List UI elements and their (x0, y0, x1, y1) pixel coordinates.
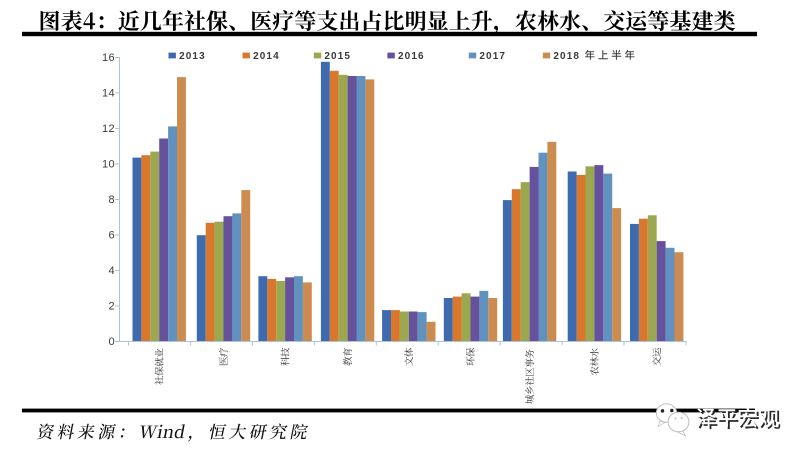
svg-text:6: 6 (108, 230, 115, 242)
svg-text:12: 12 (102, 123, 115, 135)
svg-text:2016: 2016 (398, 51, 425, 62)
svg-text:4: 4 (108, 265, 115, 277)
svg-text:16: 16 (102, 52, 115, 64)
svg-text:2014: 2014 (253, 51, 280, 62)
svg-text:2018: 2018 (553, 51, 580, 62)
svg-text:2: 2 (108, 301, 115, 313)
svg-text:2013: 2013 (179, 51, 206, 62)
svg-text:0: 0 (108, 336, 115, 348)
svg-text:10: 10 (102, 159, 115, 171)
svg-text:2017: 2017 (479, 51, 506, 62)
svg-text:14: 14 (102, 88, 115, 100)
svg-text:2015: 2015 (324, 51, 351, 62)
svg-text:8: 8 (108, 194, 115, 206)
